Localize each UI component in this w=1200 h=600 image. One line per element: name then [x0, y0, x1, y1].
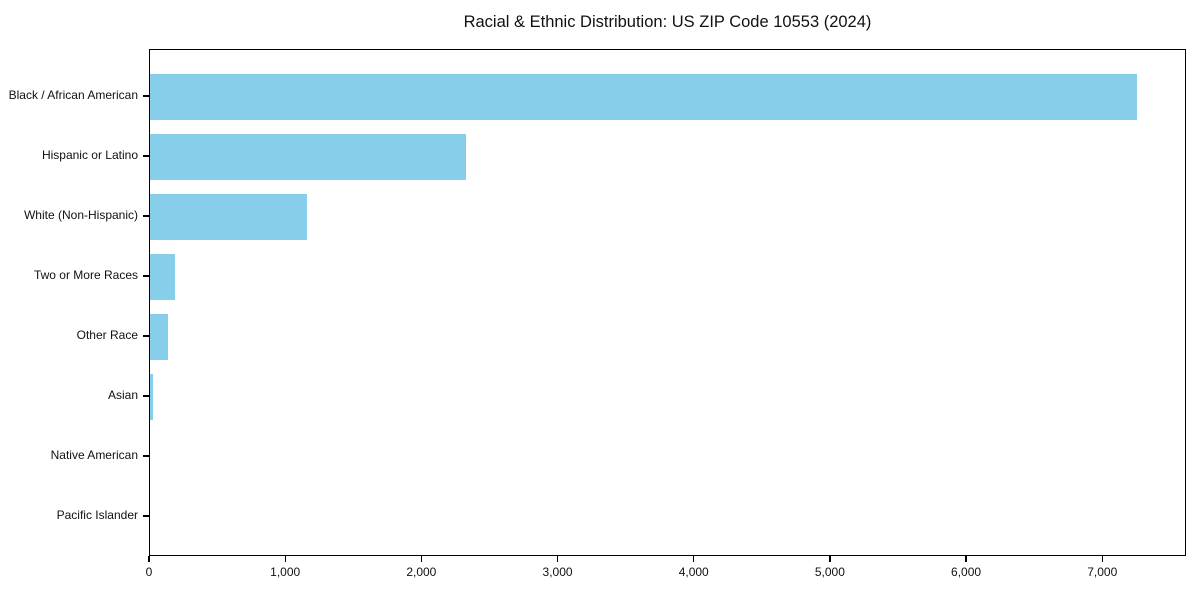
y-tick-mark: [143, 155, 149, 157]
y-tick-mark: [143, 335, 149, 337]
x-axis-tick-label: 6,000: [951, 565, 982, 579]
chart-title: Racial & Ethnic Distribution: US ZIP Cod…: [463, 13, 872, 31]
bar-white-non-hispanic: [150, 194, 307, 240]
x-tick-mark: [420, 556, 422, 562]
x-axis-tick-label: 0: [145, 565, 153, 579]
bar-asian: [150, 374, 154, 420]
y-tick-mark: [143, 395, 149, 397]
x-tick-mark: [693, 556, 695, 562]
y-axis-category-label: Black / African American: [8, 88, 138, 102]
bar-hispanic-or-latino: [150, 134, 466, 180]
bar-other-race: [150, 314, 168, 360]
y-tick-mark: [143, 515, 149, 517]
plot-area: [149, 49, 1186, 556]
x-tick-mark: [965, 556, 967, 562]
y-tick-mark: [143, 95, 149, 97]
x-axis-tick-label: 7,000: [1087, 565, 1118, 579]
y-tick-mark: [143, 275, 149, 277]
x-axis-tick-label: 5,000: [814, 565, 845, 579]
bar-black-african-american: [150, 74, 1138, 120]
y-axis-category-label: Asian: [107, 388, 138, 402]
y-axis-category-label: Native American: [50, 448, 138, 462]
y-axis-category-label: White (Non-Hispanic): [23, 208, 138, 222]
y-axis-category-label: Two or More Races: [33, 268, 138, 282]
y-axis-category-label: Other Race: [76, 328, 138, 342]
y-tick-mark: [143, 455, 149, 457]
x-tick-mark: [556, 556, 559, 562]
y-tick-mark: [143, 215, 149, 217]
bar-two-or-more-races: [150, 254, 176, 300]
x-tick-mark: [829, 556, 831, 562]
x-axis-tick-label: 2,000: [406, 565, 437, 579]
y-axis-category-label: Hispanic or Latino: [41, 148, 138, 162]
x-tick-mark: [1101, 556, 1103, 562]
x-axis-tick-label: 1,000: [270, 565, 301, 579]
y-axis-category-label: Pacific Islander: [56, 508, 138, 522]
x-axis-tick-label: 3,000: [542, 565, 573, 579]
x-tick-mark: [148, 556, 150, 562]
x-axis-tick-label: 4,000: [678, 565, 709, 579]
x-tick-mark: [284, 556, 286, 562]
